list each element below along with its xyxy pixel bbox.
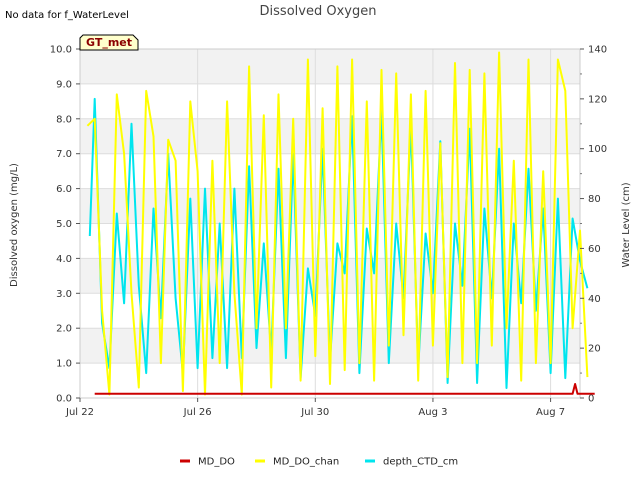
series-line-depth-ctd-cm [88,97,589,389]
y-tick-label: 1.0 [56,359,72,370]
chart-title: Dissolved Oxygen [260,4,377,19]
gt-met-label: GT_met [86,36,132,49]
plot-band [80,118,580,154]
y2-tick-label: 40 [588,294,601,305]
x-axis: Jul 22 Jul 26 Jul 30 Aug 3 Aug 7 [65,398,565,418]
y-tick-label: 0.0 [56,394,72,405]
y-tick-label: 10.0 [50,45,72,56]
series-line-md-do-chan [86,51,589,396]
no-data-note: No data for f_WaterLevel [5,10,129,21]
legend-label: MD_DO_chan [273,457,339,468]
y2-tick-label: 120 [588,94,607,105]
y2-tick-label: 140 [588,45,607,56]
y-tick-label: 3.0 [56,289,72,300]
right-axis: 0 20 40 60 80 100 120 140 [580,45,607,405]
y-tick-label: 2.0 [56,324,72,335]
y2-tick-label: 60 [588,244,601,255]
y2-tick-label: 100 [588,144,607,155]
series-layer [86,51,595,396]
x-tick-label: Aug 7 [536,407,565,418]
x-tick-label: Jul 22 [65,407,94,418]
y2-tick-label: 80 [588,194,601,205]
left-axis: 0.0 1.0 2.0 3.0 4.0 5.0 6.0 7.0 8.0 9.0 10.0 [50,45,80,405]
y2-axis-label: Water Level (cm) [621,182,632,267]
y2-tick-label: 0 [588,394,594,405]
y-tick-label: 8.0 [56,114,72,125]
x-tick-label: Jul 30 [300,407,329,418]
legend: MD_DO MD_DO_chan depth_CTD_cm [180,457,458,468]
legend-label: depth_CTD_cm [383,457,458,468]
y2-tick-label: 20 [588,344,601,355]
y-tick-label: 5.0 [56,219,72,230]
y-axis-label: Dissolved oxygen (mg/L) [9,163,20,287]
y-tick-label: 9.0 [56,79,72,90]
y-tick-label: 4.0 [56,254,72,265]
series-line-md-do [94,383,595,395]
y-tick-label: 7.0 [56,149,72,160]
x-tick-label: Aug 3 [418,407,447,418]
y-tick-label: 6.0 [56,184,72,195]
x-tick-label: Jul 26 [183,407,212,418]
plot-band [80,49,580,84]
gt-met-badge: GT_met [79,34,139,51]
legend-label: MD_DO [198,457,235,468]
